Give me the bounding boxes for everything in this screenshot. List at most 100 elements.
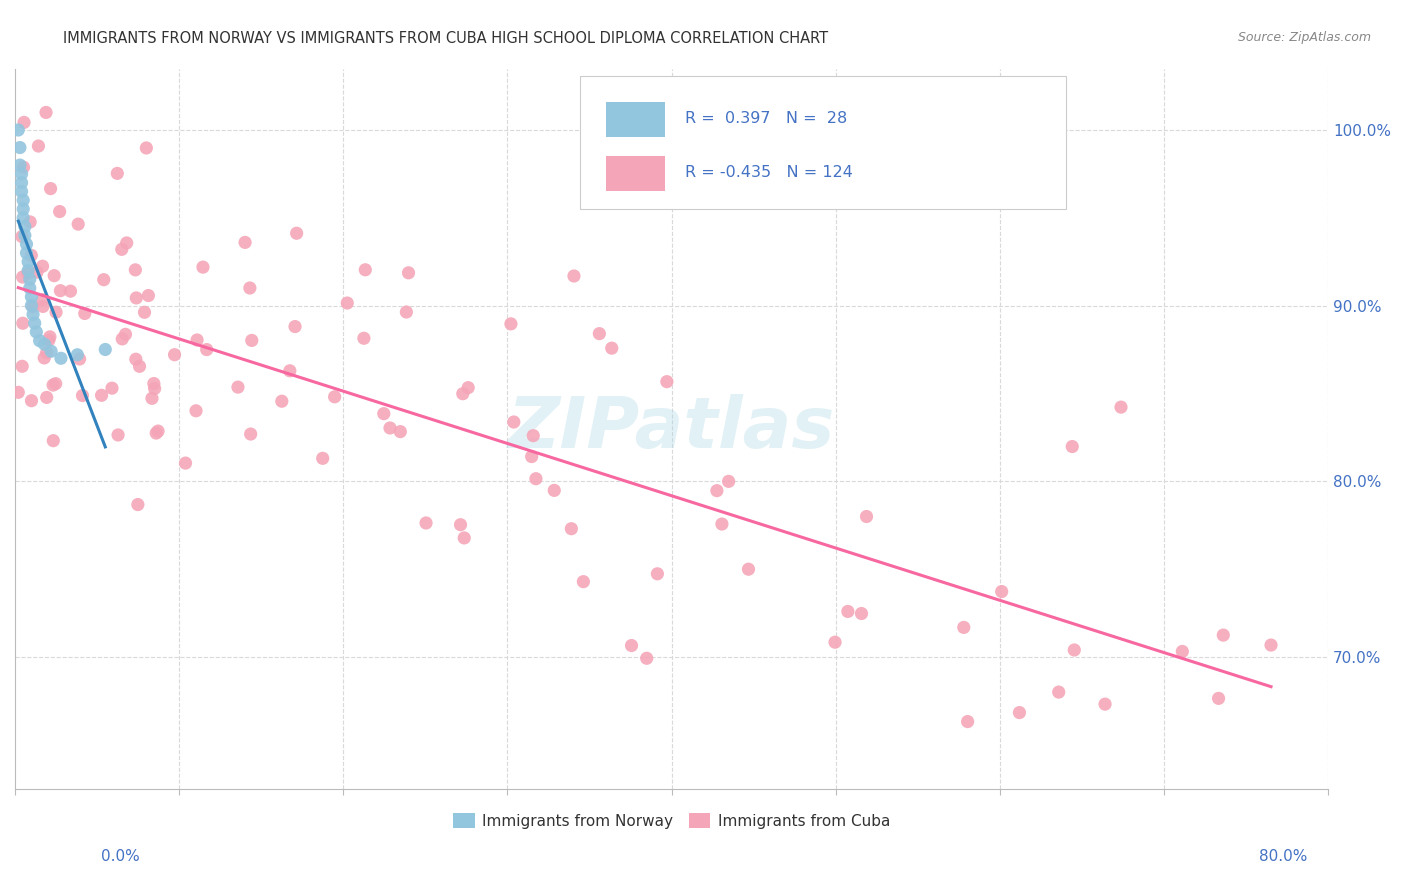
Point <box>560 522 582 536</box>
Point <box>10 185 32 199</box>
Text: R = -0.435   N = 124: R = -0.435 N = 124 <box>685 165 852 180</box>
Point <box>186 333 208 347</box>
Point <box>20 290 42 304</box>
Point <box>13 202 35 216</box>
Point <box>14 219 37 234</box>
Point <box>18 272 41 286</box>
Point <box>647 566 669 581</box>
Point <box>737 562 759 576</box>
Point <box>111 243 134 257</box>
Point <box>42 378 65 392</box>
Point <box>1047 685 1070 699</box>
Point <box>11 270 34 285</box>
Point <box>111 332 134 346</box>
Text: IMMIGRANTS FROM NORWAY VS IMMIGRANTS FROM CUBA HIGH SCHOOL DIPLOMA CORRELATION C: IMMIGRANTS FROM NORWAY VS IMMIGRANTS FRO… <box>63 31 828 46</box>
Point <box>73 306 96 320</box>
Point <box>395 305 418 319</box>
Point <box>72 388 94 402</box>
Point <box>125 291 148 305</box>
Point <box>25 265 48 279</box>
Point <box>10 176 32 190</box>
Point <box>620 639 643 653</box>
Point <box>38 330 60 344</box>
Point <box>17 263 39 277</box>
Point <box>8 158 31 172</box>
Point <box>239 281 262 295</box>
Point <box>143 382 166 396</box>
Point <box>15 246 38 260</box>
Point <box>35 391 58 405</box>
Point <box>35 345 58 359</box>
Point <box>7 385 30 400</box>
Point <box>17 254 39 268</box>
Point <box>226 380 249 394</box>
Point <box>323 390 346 404</box>
Point <box>32 300 55 314</box>
Point <box>851 607 873 621</box>
Point <box>125 352 148 367</box>
Point <box>855 509 877 524</box>
Point <box>107 428 129 442</box>
Point <box>11 316 34 330</box>
Point <box>354 262 377 277</box>
Point <box>278 364 301 378</box>
Point <box>32 351 55 365</box>
Point <box>312 451 335 466</box>
Point <box>90 388 112 402</box>
Point <box>115 235 138 250</box>
FancyBboxPatch shape <box>606 103 665 136</box>
Point <box>239 427 262 442</box>
Point <box>49 284 72 298</box>
Point <box>1062 440 1084 454</box>
Point <box>93 273 115 287</box>
Point <box>45 305 67 319</box>
Point <box>13 211 35 225</box>
Point <box>134 305 156 319</box>
Point <box>10 167 32 181</box>
Point <box>114 327 136 342</box>
Point <box>195 343 218 357</box>
Point <box>135 141 157 155</box>
Point <box>67 217 90 231</box>
Text: 0.0%: 0.0% <box>101 849 141 863</box>
Point <box>20 393 42 408</box>
FancyBboxPatch shape <box>579 76 1066 209</box>
Point <box>1208 691 1230 706</box>
Point <box>138 288 160 302</box>
Point <box>270 394 292 409</box>
Point <box>600 341 623 355</box>
Point <box>389 425 412 439</box>
Point <box>398 266 420 280</box>
Point <box>13 160 35 174</box>
Point <box>415 516 437 530</box>
Point <box>1008 706 1031 720</box>
Point <box>453 531 475 545</box>
Point <box>706 483 728 498</box>
Point <box>38 333 60 347</box>
Point <box>18 281 41 295</box>
FancyBboxPatch shape <box>606 156 665 191</box>
Point <box>22 307 45 321</box>
Point <box>240 334 263 348</box>
Text: 80.0%: 80.0% <box>1260 849 1308 863</box>
Point <box>1212 628 1234 642</box>
Point <box>48 204 70 219</box>
Point <box>174 456 197 470</box>
Point <box>1063 643 1085 657</box>
Point <box>20 299 42 313</box>
Point <box>31 259 53 273</box>
Point <box>710 516 733 531</box>
Point <box>13 115 35 129</box>
Point <box>146 424 169 438</box>
Point <box>17 266 39 280</box>
Point <box>145 426 167 441</box>
Point <box>8 140 31 154</box>
Text: ZIPatlas: ZIPatlas <box>508 394 835 463</box>
Point <box>163 348 186 362</box>
Point <box>522 428 544 442</box>
Point <box>39 344 62 359</box>
Point <box>35 105 58 120</box>
Text: R =  0.397   N =  28: R = 0.397 N = 28 <box>685 112 846 127</box>
Point <box>990 584 1012 599</box>
Point <box>457 381 479 395</box>
